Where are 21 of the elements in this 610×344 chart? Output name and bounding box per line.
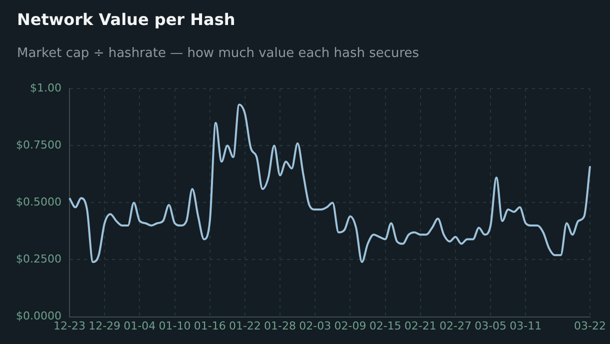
x-tick-label: 02-15 [369,319,402,332]
x-tick-label: 01-22 [228,319,261,332]
y-tick-label: $0.2500 [16,252,62,266]
x-tick-label: 03-11 [510,319,542,332]
line-series [68,104,591,264]
x-tick-label: 02-27 [440,319,472,332]
x-tick-label: 01-10 [158,319,191,332]
y-tick-label: $0.7500 [16,138,62,152]
x-tick-label: 12-29 [88,319,121,332]
y-tick-label: $0.5000 [16,196,62,209]
x-tick-label: 02-03 [299,319,332,332]
chart-subtitle: Market cap ÷ hashrate — how much value each hash secures [17,46,420,61]
x-tick-label: 01-04 [124,319,156,332]
x-tick-label: 02-09 [334,319,366,332]
x-tick-label: 03-05 [474,319,507,332]
x-tick-label: 02-21 [404,319,436,332]
y-tick-label: $1.00 [30,81,62,94]
chart-title: Network Value per Hash [17,10,236,29]
x-tick-label: 01-16 [194,319,226,332]
x-tick-label: 01-28 [264,319,296,332]
x-tick-label: 03-22 [574,319,606,332]
